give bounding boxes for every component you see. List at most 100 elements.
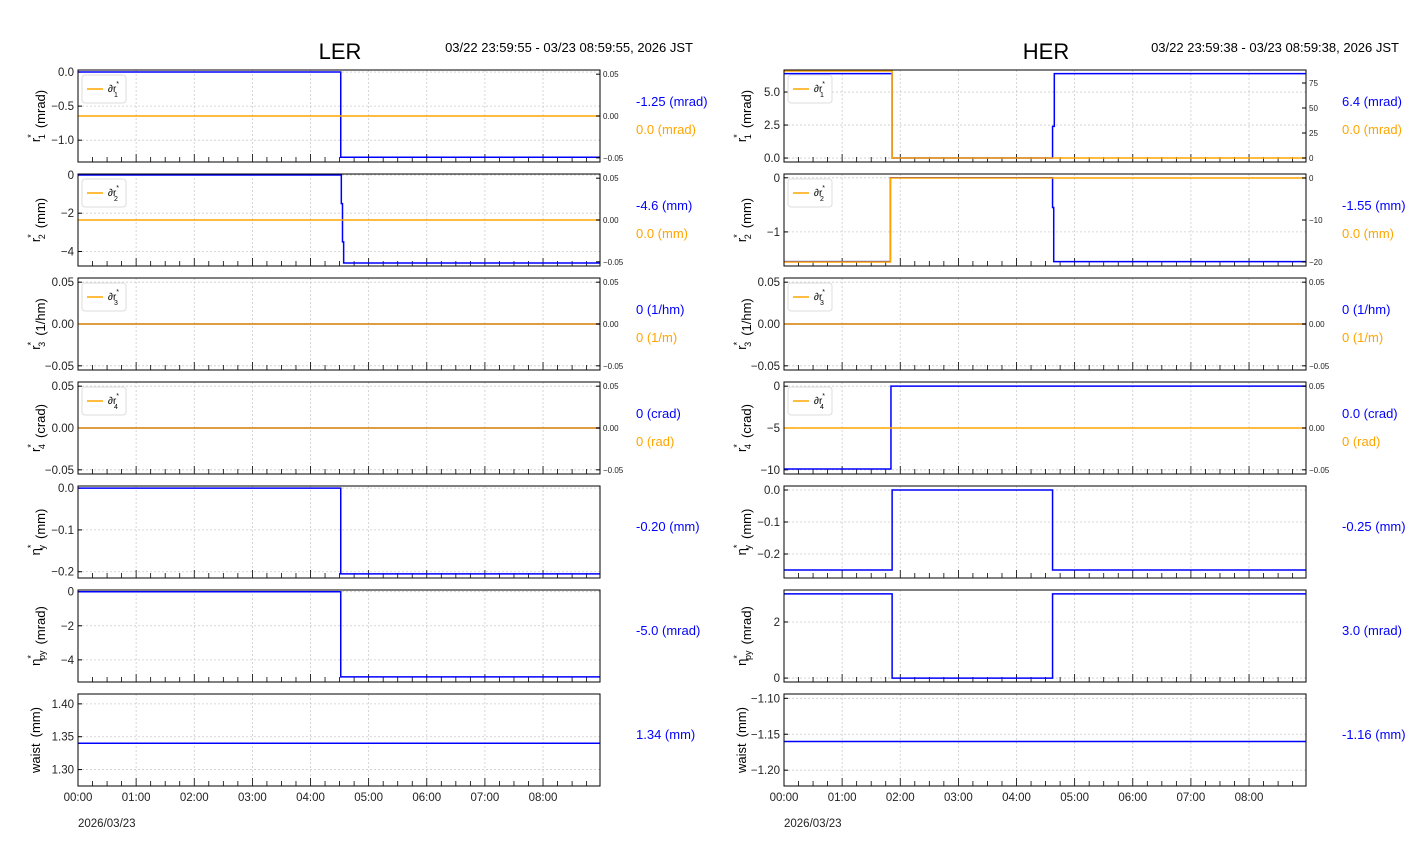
right-tick-label: −0.05 bbox=[603, 154, 624, 163]
y-tick-label: −1.10 bbox=[751, 693, 780, 705]
y-tick-label: −10 bbox=[760, 465, 780, 477]
time-range: 03/22 23:59:38 - 03/23 08:59:38, 2026 JS… bbox=[1151, 40, 1399, 55]
label-sub: 1 bbox=[37, 134, 47, 139]
right-tick-label: −0.05 bbox=[603, 258, 624, 267]
label-base: r bbox=[28, 237, 43, 242]
x-tick-label: 00:00 bbox=[770, 792, 799, 804]
label-base: η bbox=[28, 659, 43, 666]
y-axis-label: waist (mm) bbox=[734, 707, 749, 774]
label-unit: (mm) bbox=[33, 198, 48, 228]
y-tick-label: 2.5 bbox=[764, 120, 780, 132]
x-tick-label: 07:00 bbox=[471, 792, 500, 804]
y-tick-label: 0.00 bbox=[52, 423, 74, 435]
series-blue bbox=[78, 71, 600, 158]
series-blue bbox=[78, 590, 600, 678]
right-tick-label: 0.00 bbox=[603, 112, 619, 121]
y-tick-label: 0.05 bbox=[758, 277, 780, 289]
label-sub: 1 bbox=[820, 92, 824, 99]
label-base: r bbox=[28, 447, 43, 452]
current-value-blue: -1.16 (mm) bbox=[1342, 727, 1406, 742]
plot-frame bbox=[783, 589, 1307, 683]
label-sub: 3 bbox=[37, 342, 47, 347]
right-tick-label: 0.05 bbox=[603, 278, 619, 287]
current-value-blue: 6.4 (mrad) bbox=[1342, 94, 1402, 109]
right-tick-label: −0.05 bbox=[603, 466, 624, 475]
y-tick-label: −1.0 bbox=[51, 135, 74, 147]
legend-box bbox=[787, 282, 833, 312]
plot-frame bbox=[783, 277, 1307, 371]
current-value-blue: -0.25 (mm) bbox=[1342, 519, 1406, 534]
label-base: ∂r bbox=[814, 188, 823, 199]
label-sup: * bbox=[116, 185, 119, 192]
y-tick-label: −4 bbox=[61, 246, 75, 258]
right-tick-label: 0.05 bbox=[603, 382, 619, 391]
series-blue bbox=[78, 487, 600, 575]
label-sub: py bbox=[37, 650, 47, 660]
x-tick-label: 05:00 bbox=[1060, 792, 1089, 804]
label-sup: * bbox=[732, 655, 742, 659]
label-sup: * bbox=[732, 544, 742, 548]
right-tick-label: 0.00 bbox=[603, 216, 619, 225]
y-axis-label: waist (mm) bbox=[28, 707, 43, 774]
label-sub: 3 bbox=[114, 300, 118, 307]
y-axis-label: η*y (mm) bbox=[732, 509, 754, 556]
current-value-orange: 0 (rad) bbox=[636, 434, 674, 449]
label-unit: (crad) bbox=[33, 404, 48, 438]
legend-label: ∂r* 2 bbox=[108, 185, 119, 203]
y-tick-label: 0.00 bbox=[758, 319, 780, 331]
legend: ∂r* 3 bbox=[787, 282, 833, 312]
y-tick-label: −0.05 bbox=[45, 361, 74, 373]
label-sub: 2 bbox=[37, 234, 47, 239]
plot-frame bbox=[77, 485, 601, 579]
right-tick-label: 0.00 bbox=[1309, 424, 1325, 433]
legend: ∂r* 4 bbox=[81, 386, 127, 416]
right-tick-label: 50 bbox=[1309, 104, 1318, 113]
label-sup: * bbox=[26, 341, 36, 345]
label-sub: 4 bbox=[820, 404, 824, 411]
current-value-orange: 0 (rad) bbox=[1342, 434, 1380, 449]
chart-title: HER bbox=[1023, 39, 1069, 64]
x-tick-label: 03:00 bbox=[944, 792, 973, 804]
y-tick-label: 0.05 bbox=[52, 277, 74, 289]
current-value-blue: -1.55 (mm) bbox=[1342, 198, 1406, 213]
y-tick-label: −2 bbox=[61, 208, 74, 220]
label-sub: y bbox=[743, 545, 753, 550]
legend-box bbox=[81, 282, 127, 312]
right-tick-label: 0.05 bbox=[1309, 278, 1325, 287]
label-sup: * bbox=[822, 289, 825, 296]
label-base: r bbox=[28, 137, 43, 142]
current-value-orange: 0.0 (mrad) bbox=[636, 122, 696, 137]
label-base: r bbox=[28, 345, 43, 350]
current-value-blue: -1.25 (mrad) bbox=[636, 94, 708, 109]
label-base: ∂r bbox=[108, 188, 117, 199]
panel: 0−5−100.050.00−0.05∂r* 4 0.0 (crad)0 (rad)… bbox=[732, 381, 1398, 477]
label-sup: * bbox=[822, 185, 825, 192]
panel: 1.40 1.35 1.30 1.34 (mm) waist (mm) bbox=[28, 693, 695, 787]
label-base: waist bbox=[734, 743, 749, 774]
plot-frame bbox=[783, 381, 1307, 475]
label-sub: 4 bbox=[114, 404, 118, 411]
label-unit: (mm) bbox=[739, 198, 754, 228]
y-axis-label: r*2 (mm) bbox=[732, 198, 754, 242]
label-sub: 3 bbox=[743, 342, 753, 347]
legend: ∂r* 3 bbox=[81, 282, 127, 312]
legend-box bbox=[787, 178, 833, 208]
right-tick-label: 0.00 bbox=[1309, 320, 1325, 329]
label-base: ∂r bbox=[108, 396, 117, 407]
label-sup: * bbox=[26, 234, 36, 238]
series-orange bbox=[784, 70, 1306, 159]
y-axis-label: r*4 (crad) bbox=[26, 404, 48, 452]
plot-frame bbox=[783, 69, 1307, 163]
label-unit: (mm) bbox=[739, 509, 754, 539]
y-tick-label: −2 bbox=[61, 621, 74, 633]
right-tick-label: 0.05 bbox=[1309, 382, 1325, 391]
label-unit: (mm) bbox=[28, 707, 43, 737]
x-tick-label: 06:00 bbox=[1118, 792, 1147, 804]
label-base: η bbox=[28, 548, 43, 555]
label-sub: 4 bbox=[37, 444, 47, 449]
legend: ∂r* 1 bbox=[81, 74, 127, 104]
legend: ∂r* 1 bbox=[787, 74, 833, 104]
plot-frame bbox=[77, 589, 601, 683]
